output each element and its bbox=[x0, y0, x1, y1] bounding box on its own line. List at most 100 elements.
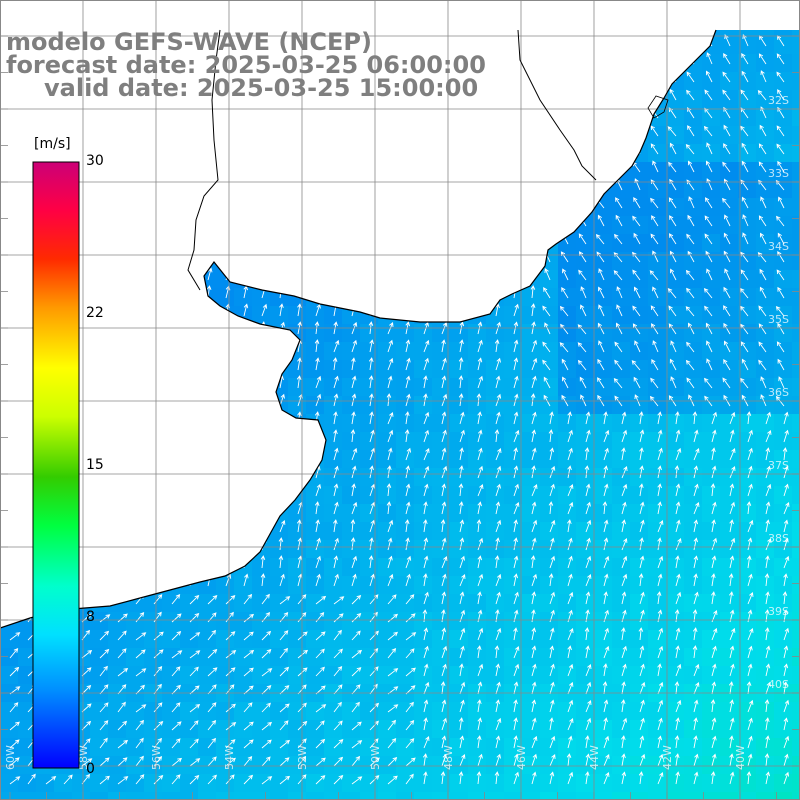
wind-arrow bbox=[760, 394, 767, 407]
wind-cell bbox=[468, 504, 487, 523]
wind-arrow bbox=[722, 71, 731, 83]
wind-cell bbox=[594, 792, 613, 800]
wind-cell bbox=[756, 612, 775, 631]
wind-cell bbox=[612, 432, 631, 451]
wind-cell bbox=[234, 612, 253, 631]
wind-cell bbox=[774, 486, 793, 505]
wind-cell bbox=[216, 666, 235, 685]
wind-arrow bbox=[333, 393, 339, 407]
wind-cell bbox=[468, 792, 487, 800]
wind-cell bbox=[396, 486, 415, 505]
wind-cell bbox=[558, 774, 577, 793]
wind-cell bbox=[270, 540, 289, 559]
wind-cell bbox=[630, 468, 649, 487]
wind-cell bbox=[774, 648, 793, 667]
wind-cell bbox=[0, 774, 19, 793]
wind-cell bbox=[306, 540, 325, 559]
wind-arrow bbox=[723, 359, 731, 371]
wind-cell bbox=[576, 774, 595, 793]
wind-cell bbox=[558, 558, 577, 577]
wind-cell bbox=[270, 630, 289, 649]
wind-cell bbox=[540, 648, 559, 667]
wind-cell bbox=[756, 522, 775, 541]
wind-arrow bbox=[705, 160, 713, 173]
wind-arrow bbox=[297, 303, 302, 317]
wind-arrow bbox=[740, 377, 749, 389]
wind-cell bbox=[468, 414, 487, 433]
wind-cell bbox=[666, 738, 685, 757]
wind-cell bbox=[324, 432, 343, 451]
wind-arrow bbox=[650, 323, 659, 335]
wind-arrow bbox=[740, 341, 749, 353]
longitude-label: 44W bbox=[588, 745, 601, 770]
wind-cell bbox=[432, 756, 451, 775]
wind-arrow bbox=[705, 70, 713, 83]
wind-cell bbox=[486, 666, 505, 685]
wind-arrow bbox=[368, 375, 374, 389]
wind-cell bbox=[468, 360, 487, 379]
wind-cell bbox=[288, 504, 307, 523]
wind-cell bbox=[738, 720, 757, 739]
wind-arrow bbox=[758, 215, 767, 227]
wind-arrow bbox=[578, 269, 587, 281]
wind-arrow bbox=[652, 160, 659, 173]
wind-arrow bbox=[759, 268, 767, 281]
wind-cell bbox=[234, 576, 253, 595]
wind-arrow bbox=[387, 375, 393, 389]
wind-cell bbox=[378, 450, 397, 469]
wind-arrow bbox=[722, 377, 731, 389]
wind-cell bbox=[702, 630, 721, 649]
wind-cell bbox=[342, 612, 361, 631]
longitude-label: 40W bbox=[734, 745, 747, 770]
wind-arrow bbox=[759, 286, 767, 299]
wind-cell bbox=[342, 324, 361, 343]
wind-cell bbox=[522, 756, 541, 775]
wind-cell bbox=[486, 504, 505, 523]
wind-cell bbox=[612, 720, 631, 739]
wind-arrow bbox=[513, 393, 519, 407]
wind-cell bbox=[522, 306, 541, 325]
wind-arrow bbox=[723, 305, 731, 317]
wind-arrow bbox=[706, 52, 713, 65]
wind-cell bbox=[432, 612, 451, 631]
wind-cell bbox=[558, 702, 577, 721]
wind-cell bbox=[738, 612, 757, 631]
wind-cell bbox=[684, 594, 703, 613]
wind-cell bbox=[720, 594, 739, 613]
wind-cell bbox=[0, 666, 19, 685]
wind-cell bbox=[396, 612, 415, 631]
wind-cell bbox=[522, 342, 541, 361]
wind-cell bbox=[396, 648, 415, 667]
wind-cell bbox=[558, 576, 577, 595]
wind-cell bbox=[270, 594, 289, 613]
wind-cell bbox=[450, 342, 469, 361]
wind-arrow bbox=[542, 359, 551, 371]
wind-cell bbox=[288, 378, 307, 397]
wind-cell bbox=[36, 774, 55, 793]
colorbar-tick-15: 15 bbox=[86, 457, 104, 473]
wind-arrow bbox=[577, 359, 587, 371]
wind-arrow bbox=[740, 89, 749, 101]
wind-arrow bbox=[477, 357, 483, 371]
wind-cell bbox=[684, 486, 703, 505]
wind-cell bbox=[198, 612, 217, 631]
wind-cell bbox=[486, 486, 505, 505]
wind-arrow bbox=[351, 357, 356, 371]
wind-cell bbox=[792, 342, 800, 361]
wind-cell bbox=[432, 702, 451, 721]
wind-cell bbox=[738, 756, 757, 775]
wind-cell bbox=[720, 756, 739, 775]
wind-cell bbox=[342, 594, 361, 613]
wind-arrow bbox=[670, 376, 677, 389]
wind-cell bbox=[396, 630, 415, 649]
wind-cell bbox=[144, 792, 163, 800]
wind-cell bbox=[522, 288, 541, 307]
wind-arrow bbox=[495, 393, 502, 407]
wind-cell bbox=[468, 522, 487, 541]
wind-cell bbox=[648, 792, 667, 800]
wind-cell bbox=[522, 612, 541, 631]
wind-arrow bbox=[616, 286, 623, 299]
wind-cell bbox=[774, 414, 793, 433]
wind-cell bbox=[792, 90, 800, 109]
